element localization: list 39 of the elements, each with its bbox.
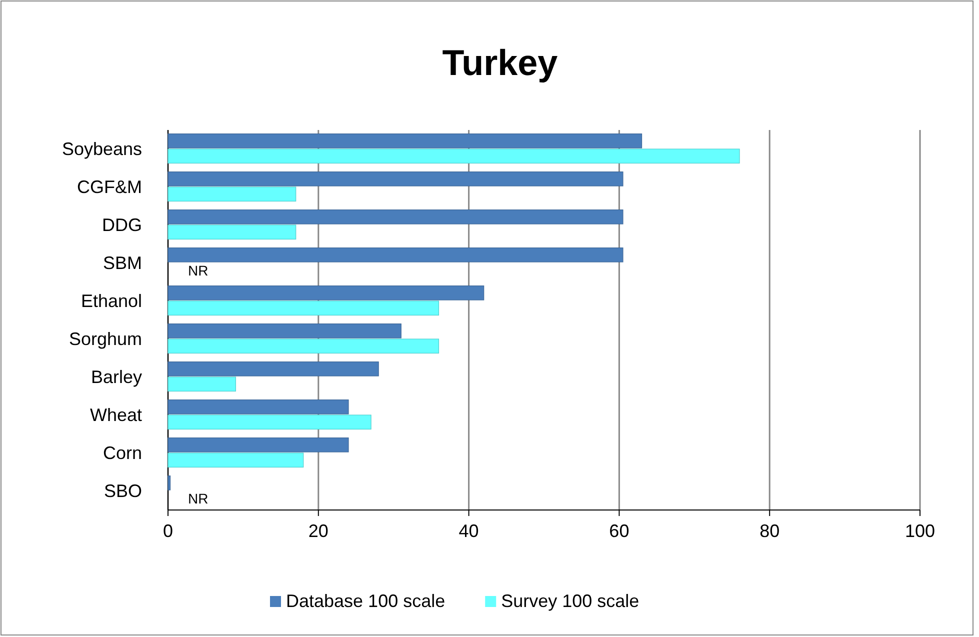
x-tick-label: 60 bbox=[609, 521, 630, 541]
bar bbox=[168, 172, 624, 186]
bar bbox=[168, 300, 440, 316]
y-tick-label: Corn bbox=[102, 442, 142, 463]
bar bbox=[168, 224, 296, 240]
bar bbox=[168, 186, 296, 202]
y-tick-label: Ethanol bbox=[80, 290, 142, 311]
bar bbox=[168, 324, 402, 338]
x-tick-label: 80 bbox=[760, 521, 780, 541]
x-tick-label: 100 bbox=[904, 521, 936, 541]
y-tick-label: Soybeans bbox=[62, 138, 142, 159]
x-tick-label: 20 bbox=[308, 521, 328, 541]
bar bbox=[168, 376, 236, 392]
y-tick-label: DDG bbox=[102, 214, 142, 235]
bar bbox=[168, 134, 642, 148]
bar bbox=[168, 438, 349, 452]
y-tick-label: Barley bbox=[90, 366, 142, 387]
y-tick-label: SBM bbox=[102, 252, 142, 273]
bar bbox=[168, 210, 624, 224]
bar bbox=[168, 362, 379, 376]
annotation: NR bbox=[188, 262, 208, 278]
y-tick-label: Wheat bbox=[90, 404, 142, 425]
legend-label: Database 100 scale bbox=[286, 591, 446, 611]
y-tick-label: CGF&M bbox=[77, 176, 142, 197]
annotation: NR bbox=[188, 490, 208, 506]
bar bbox=[168, 286, 484, 300]
bar bbox=[168, 338, 440, 354]
y-tick-label: SBO bbox=[104, 480, 142, 501]
legend-label: Survey 100 scale bbox=[501, 591, 640, 611]
bar bbox=[168, 452, 304, 468]
bar bbox=[168, 400, 349, 414]
bar bbox=[168, 148, 740, 164]
bar bbox=[168, 414, 372, 430]
bar bbox=[168, 476, 171, 490]
chart-title: Turkey bbox=[442, 42, 558, 83]
x-tick-label: 0 bbox=[162, 521, 174, 541]
x-tick-label: 40 bbox=[458, 521, 479, 541]
y-tick-label: Sorghum bbox=[68, 328, 142, 349]
bar bbox=[168, 248, 624, 262]
